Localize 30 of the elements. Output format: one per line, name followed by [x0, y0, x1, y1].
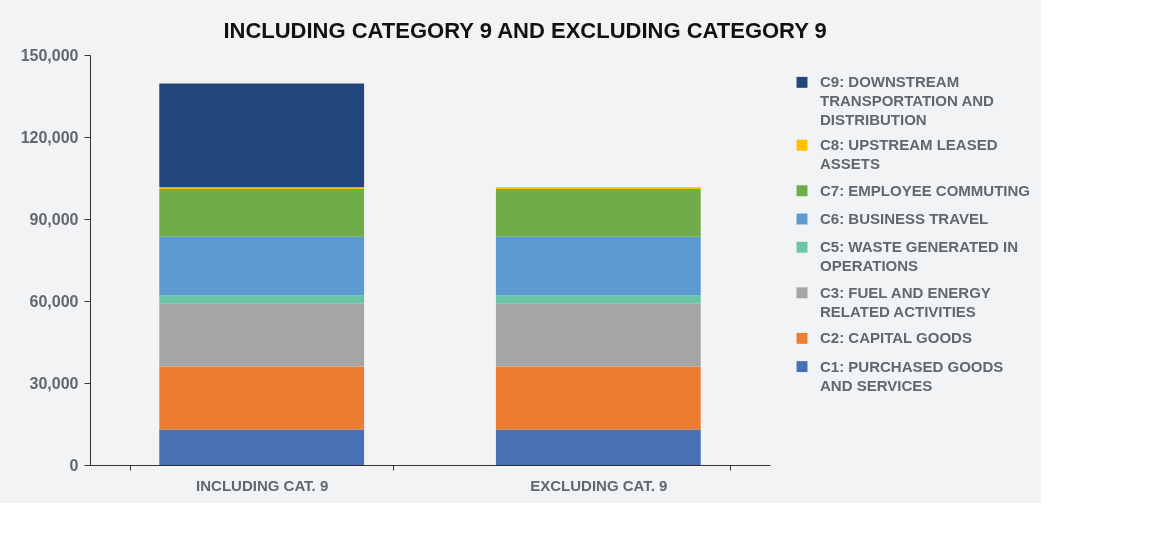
- legend-label: C9: DOWNSTREAM TRANSPORTATION AND DISTRIBUTION: [820, 73, 995, 129]
- bar: [159, 303, 365, 367]
- bar: [159, 429, 365, 465]
- bar: [495, 429, 701, 465]
- y-tick-label: 30,000: [29, 374, 79, 392]
- legend-label: C2: CAPITAL GOODS: [820, 329, 972, 347]
- legend-label: C5: WASTE GENERATED IN OPERATIONS: [820, 238, 1019, 275]
- bar: [159, 188, 365, 237]
- y-tick-label: 150,000: [20, 46, 79, 64]
- bar: [495, 188, 701, 237]
- y-tick-label: 60,000: [29, 292, 79, 310]
- bar: [159, 83, 365, 188]
- legend-label: C7: EMPLOYEE COMMUTING: [820, 181, 1031, 199]
- legend-label: C1: PURCHASED GOODS AND SERVICES: [820, 357, 1004, 394]
- bar: [159, 366, 365, 430]
- chart-title: INCLUDING CATEGORY 9 AND EXCLUDING CATEGORY 9: [223, 18, 827, 43]
- bar: [495, 303, 701, 367]
- legend-label: C6: BUSINESS TRAVEL: [820, 210, 989, 227]
- bar: [495, 366, 701, 430]
- bar: [495, 295, 701, 304]
- bar: [159, 295, 365, 304]
- bar: [495, 236, 701, 296]
- x-tick-label: INCLUDING CAT. 9: [196, 476, 329, 494]
- bar: [159, 236, 365, 296]
- y-tick-label: 0: [69, 456, 79, 474]
- y-tick-label: 120,000: [20, 128, 79, 146]
- y-tick-label: 90,000: [29, 210, 79, 228]
- x-tick-label: EXCLUDING CAT. 9: [530, 476, 668, 494]
- legend-label: C8: UPSTREAM LEASED ASSETS: [820, 136, 998, 173]
- legend-label: C3: FUEL AND ENERGY RELATED ACTIVITIES: [820, 283, 991, 320]
